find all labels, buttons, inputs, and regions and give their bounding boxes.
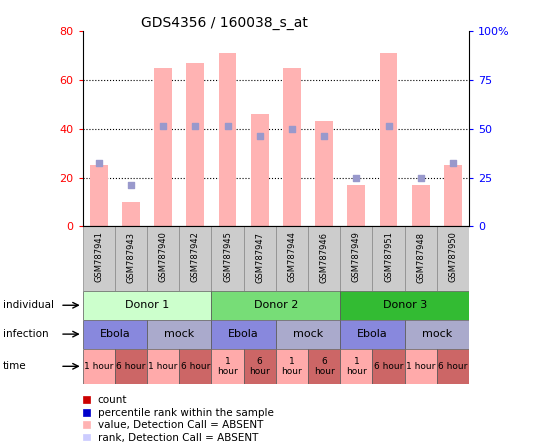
Bar bbox=[444, 166, 462, 226]
Bar bbox=[122, 202, 140, 226]
Text: GSM787946: GSM787946 bbox=[320, 232, 329, 282]
Text: GSM787948: GSM787948 bbox=[416, 232, 425, 282]
Bar bbox=[308, 349, 340, 384]
Bar bbox=[244, 349, 276, 384]
Text: GSM787943: GSM787943 bbox=[126, 232, 135, 282]
Text: 1
hour: 1 hour bbox=[217, 357, 238, 376]
Bar bbox=[340, 349, 373, 384]
Text: GSM787944: GSM787944 bbox=[287, 232, 296, 282]
Bar bbox=[187, 63, 204, 226]
Bar bbox=[405, 349, 437, 384]
Bar bbox=[405, 320, 469, 349]
Text: GSM787942: GSM787942 bbox=[191, 232, 200, 282]
Bar bbox=[179, 226, 212, 291]
Bar bbox=[179, 349, 212, 384]
Bar bbox=[316, 122, 333, 226]
Text: GDS4356 / 160038_s_at: GDS4356 / 160038_s_at bbox=[141, 16, 308, 30]
Bar bbox=[154, 67, 172, 226]
Bar bbox=[276, 320, 340, 349]
Bar bbox=[373, 226, 405, 291]
Text: 1 hour: 1 hour bbox=[84, 362, 114, 371]
Bar bbox=[308, 226, 340, 291]
Point bbox=[288, 125, 296, 132]
Text: 6 hour: 6 hour bbox=[438, 362, 467, 371]
Text: 6 hour: 6 hour bbox=[116, 362, 146, 371]
Text: GSM787950: GSM787950 bbox=[448, 232, 457, 282]
Text: Ebola: Ebola bbox=[357, 329, 388, 339]
Text: 1
hour: 1 hour bbox=[346, 357, 367, 376]
Bar bbox=[115, 349, 147, 384]
Point bbox=[191, 123, 199, 130]
Bar bbox=[437, 226, 469, 291]
Text: 6 hour: 6 hour bbox=[374, 362, 403, 371]
Bar bbox=[379, 53, 398, 226]
Text: GSM787949: GSM787949 bbox=[352, 232, 361, 282]
Bar bbox=[437, 349, 469, 384]
Bar bbox=[83, 349, 115, 384]
Text: 6
hour: 6 hour bbox=[314, 357, 335, 376]
Text: GSM787940: GSM787940 bbox=[159, 232, 167, 282]
Text: Ebola: Ebola bbox=[228, 329, 259, 339]
Bar bbox=[115, 226, 147, 291]
Point bbox=[416, 174, 425, 181]
Text: 1 hour: 1 hour bbox=[148, 362, 178, 371]
Text: Donor 3: Donor 3 bbox=[383, 300, 427, 310]
Bar bbox=[412, 185, 430, 226]
Bar bbox=[212, 320, 276, 349]
Text: 6
hour: 6 hour bbox=[249, 357, 270, 376]
Text: mock: mock bbox=[164, 329, 195, 339]
Bar bbox=[83, 320, 147, 349]
Bar bbox=[219, 53, 236, 226]
Text: Donor 1: Donor 1 bbox=[125, 300, 169, 310]
Text: count: count bbox=[98, 395, 127, 405]
Text: Donor 2: Donor 2 bbox=[254, 300, 298, 310]
Point bbox=[255, 132, 264, 139]
Bar bbox=[373, 349, 405, 384]
Text: time: time bbox=[3, 361, 26, 371]
Point bbox=[94, 159, 103, 166]
Bar bbox=[147, 226, 179, 291]
Bar bbox=[405, 226, 437, 291]
Text: 6 hour: 6 hour bbox=[181, 362, 210, 371]
Bar bbox=[212, 226, 244, 291]
Bar bbox=[276, 349, 308, 384]
Bar bbox=[90, 166, 108, 226]
Text: individual: individual bbox=[3, 300, 54, 310]
Text: GSM787947: GSM787947 bbox=[255, 232, 264, 282]
Text: GSM787951: GSM787951 bbox=[384, 232, 393, 282]
Text: infection: infection bbox=[3, 329, 49, 339]
Text: percentile rank within the sample: percentile rank within the sample bbox=[98, 408, 273, 418]
Bar bbox=[147, 349, 179, 384]
Text: Ebola: Ebola bbox=[100, 329, 130, 339]
Bar bbox=[340, 291, 469, 320]
Text: 1
hour: 1 hour bbox=[281, 357, 302, 376]
Text: GSM787941: GSM787941 bbox=[94, 232, 103, 282]
Bar bbox=[340, 320, 405, 349]
Point bbox=[127, 182, 135, 189]
Bar bbox=[276, 226, 308, 291]
Bar bbox=[251, 114, 269, 226]
Text: GSM787945: GSM787945 bbox=[223, 232, 232, 282]
Text: rank, Detection Call = ABSENT: rank, Detection Call = ABSENT bbox=[98, 432, 258, 443]
Text: mock: mock bbox=[422, 329, 452, 339]
Bar bbox=[212, 291, 340, 320]
Bar bbox=[244, 226, 276, 291]
Text: value, Detection Call = ABSENT: value, Detection Call = ABSENT bbox=[98, 420, 263, 430]
Bar bbox=[147, 320, 212, 349]
Point bbox=[223, 123, 232, 130]
Point bbox=[159, 123, 167, 130]
Text: 1 hour: 1 hour bbox=[406, 362, 435, 371]
Bar bbox=[83, 291, 212, 320]
Bar bbox=[340, 226, 373, 291]
Text: mock: mock bbox=[293, 329, 323, 339]
Bar bbox=[83, 226, 115, 291]
Point bbox=[449, 159, 457, 166]
Point bbox=[320, 132, 328, 139]
Bar bbox=[348, 185, 365, 226]
Bar bbox=[212, 349, 244, 384]
Point bbox=[384, 123, 393, 130]
Bar bbox=[283, 67, 301, 226]
Point bbox=[352, 174, 361, 181]
